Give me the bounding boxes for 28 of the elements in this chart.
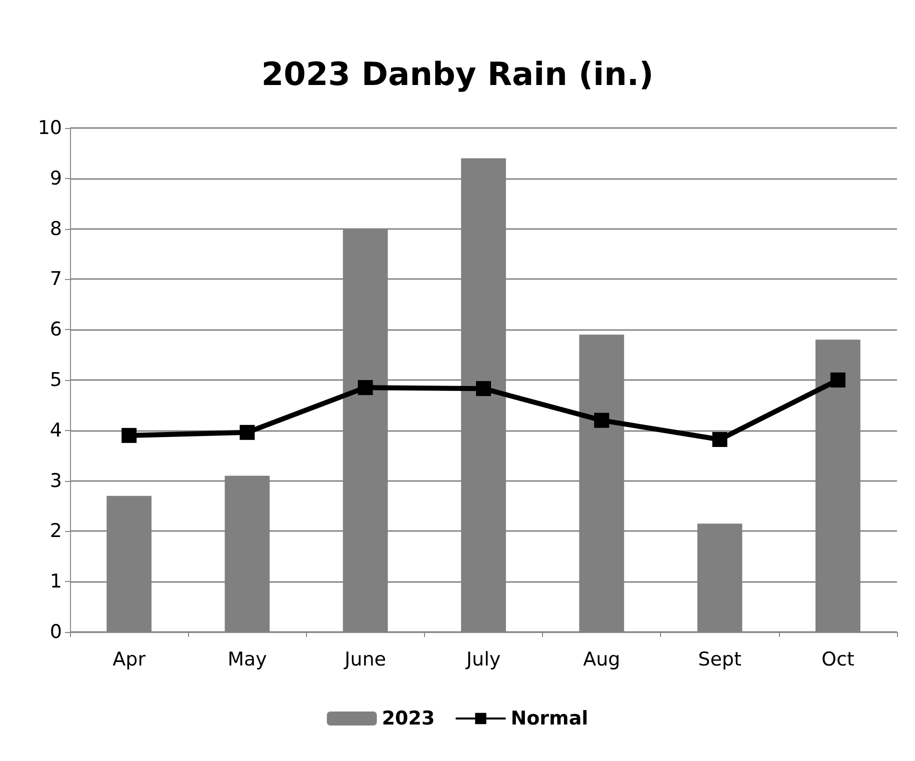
point	[122, 428, 137, 443]
y-tick-label: 10	[38, 117, 62, 139]
x-tick-label: July	[465, 648, 501, 670]
point	[358, 380, 373, 396]
x-tick-label: June	[344, 648, 386, 670]
legend-label: 2023	[382, 708, 435, 730]
y-tick-label: 5	[50, 369, 62, 391]
y-tick-label: 1	[50, 570, 62, 593]
y-tick-label: 7	[50, 268, 62, 290]
y-tick-label: 8	[50, 218, 62, 240]
y-tick-label: 6	[50, 318, 62, 341]
y-tick-label: 2	[50, 520, 62, 542]
y-tick-label: 0	[50, 621, 62, 643]
chart-title: 2023 Danby Rain (in.)	[261, 55, 654, 93]
point	[240, 424, 255, 440]
y-tick-label: 9	[50, 167, 62, 190]
x-tick-label: Sept	[698, 648, 742, 670]
point	[476, 381, 491, 396]
x-tick-label: Aug	[583, 648, 620, 670]
point	[712, 432, 728, 447]
point	[830, 372, 846, 388]
legend-label: Normal	[510, 708, 588, 730]
y-tick-label: 4	[50, 419, 62, 442]
y-tick-label: 3	[50, 470, 62, 492]
x-tick-label: May	[228, 648, 267, 670]
x-tick-label: Oct	[822, 648, 854, 670]
point	[594, 412, 610, 428]
x-tick-label: Apr	[112, 648, 146, 670]
